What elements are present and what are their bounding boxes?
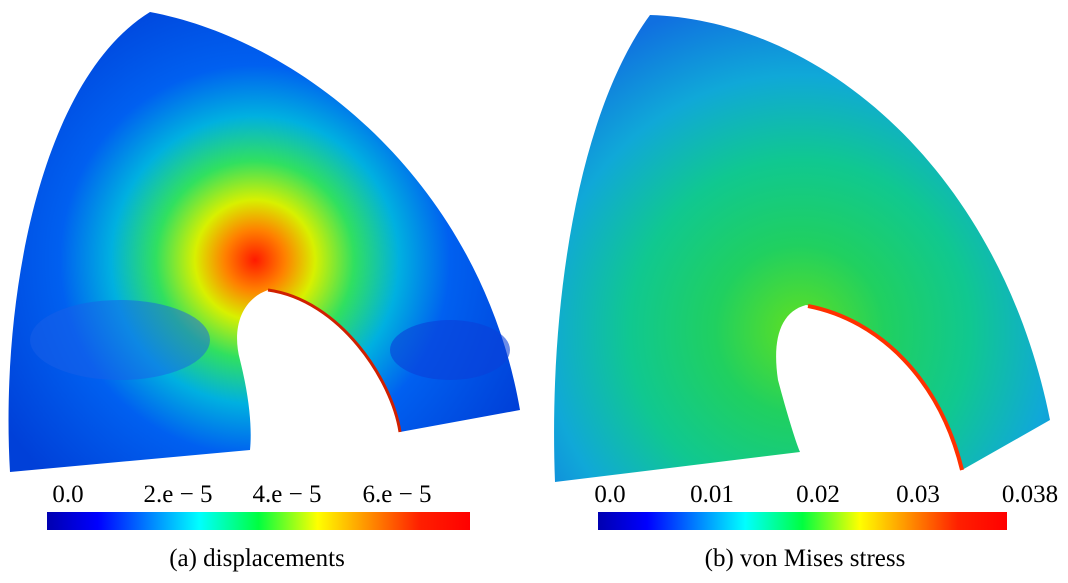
caption: (b) von Mises stress: [705, 545, 906, 572]
blue-region: [390, 320, 510, 380]
caption: (a) displacements: [169, 545, 345, 572]
colorbar-label: 2.e − 5: [144, 481, 213, 508]
blue-region: [30, 300, 210, 380]
colorbar: [47, 512, 470, 530]
displacement-field: [8, 12, 521, 472]
colorbar-label: 0.01: [690, 481, 734, 508]
colorbar-label: 0.0: [594, 481, 625, 508]
hole-edge: [267, 288, 402, 433]
stress-field: [554, 15, 1050, 482]
colorbar-label: 4.e − 5: [253, 481, 322, 508]
colorbar-label: 0.038: [1002, 481, 1058, 508]
colorbar-label: 0.0: [52, 481, 83, 508]
colorbar: [598, 512, 1007, 530]
colorbar-label: 6.e − 5: [363, 481, 432, 508]
colorbar-label: 0.03: [896, 481, 940, 508]
colorbar-label: 0.02: [796, 481, 840, 508]
stress-edge: [807, 304, 964, 471]
